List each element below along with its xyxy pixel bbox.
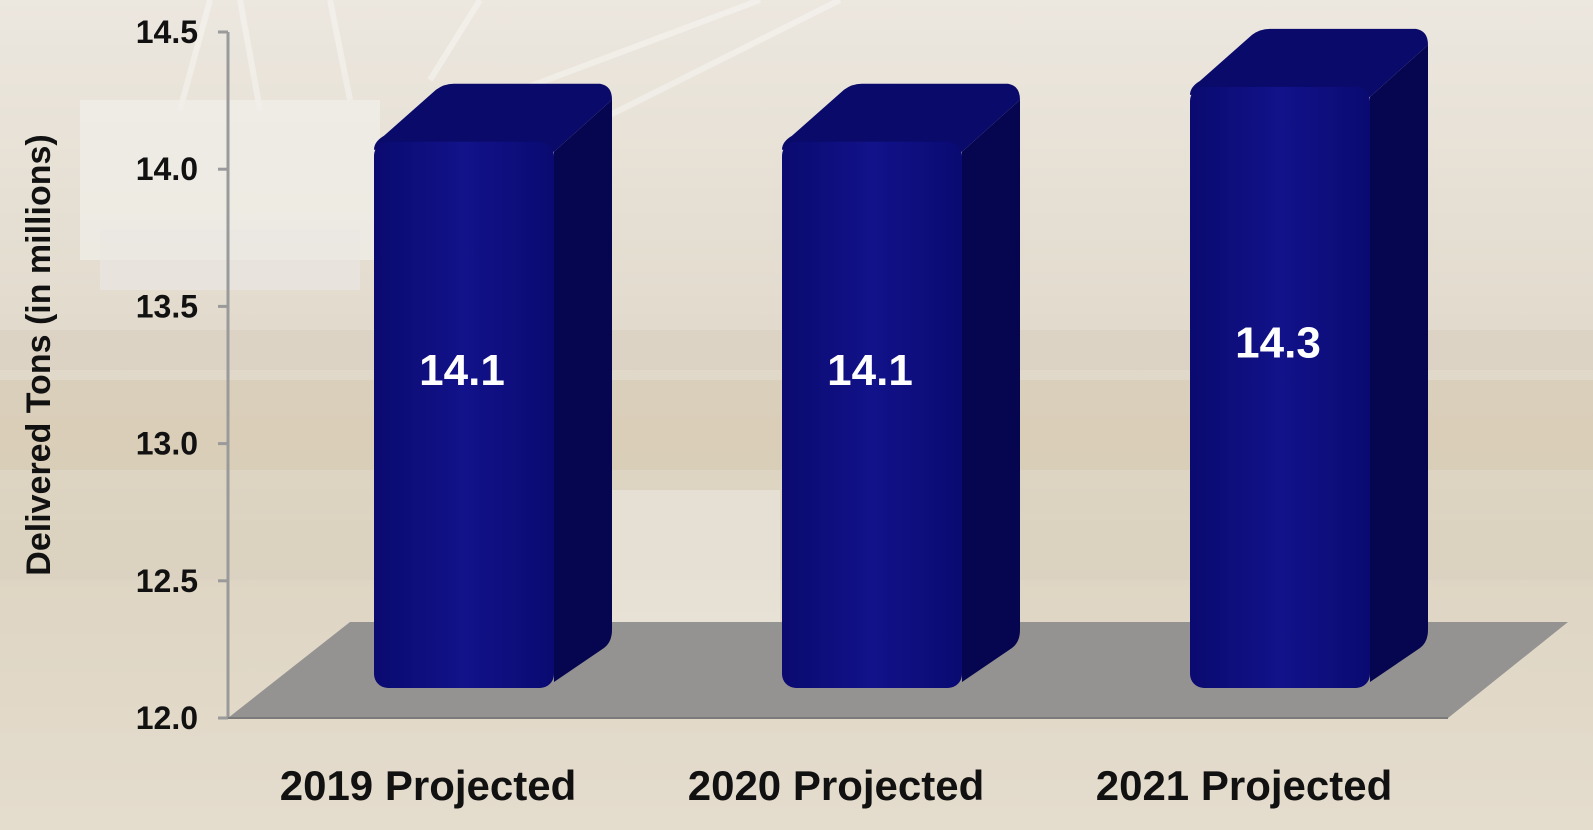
bar-top-face	[1190, 28, 1428, 97]
dragline-silhouette	[177, 0, 842, 123]
bar-front-face	[374, 141, 554, 688]
bar-front-face	[1190, 86, 1370, 688]
x-tick-label: 2019 Projected	[280, 762, 577, 809]
haul-truck	[600, 490, 780, 630]
bars	[374, 28, 1428, 688]
y-tick-label: 13.0	[136, 426, 198, 462]
y-axis-label: Delivered Tons (in millions)	[20, 134, 58, 575]
y-tick-label: 14.5	[136, 14, 198, 50]
dragline-base	[100, 230, 360, 290]
bar-side-face	[554, 99, 612, 682]
x-tick-label: 2021 Projected	[1096, 762, 1393, 809]
bar-2021-projected	[1190, 28, 1428, 688]
axes: 12.0 12.5 13.0 13.5 14.0 14.5 Delivered Tons (…	[20, 14, 230, 736]
x-tick-label: 2020 Projected	[688, 762, 985, 809]
bar-side-face	[1370, 44, 1428, 682]
labels: 14.1 2019 Projected 14.1 2020 Projected 14.3…	[280, 318, 1393, 809]
y-tick-label: 14.0	[136, 151, 198, 187]
bar-side-face	[962, 99, 1020, 682]
data-label: 14.1	[419, 346, 505, 395]
bar-2020-projected	[782, 83, 1020, 688]
bar-2019-projected	[374, 83, 612, 688]
y-tick-label: 13.5	[136, 288, 198, 324]
y-tick-label: 12.5	[136, 563, 198, 599]
data-label: 14.1	[827, 346, 913, 395]
bar-front-face	[782, 141, 962, 688]
bar-top-face	[374, 83, 612, 152]
y-tick-label: 12.0	[136, 700, 198, 736]
data-label: 14.3	[1235, 318, 1321, 367]
bar-top-face	[782, 83, 1020, 152]
